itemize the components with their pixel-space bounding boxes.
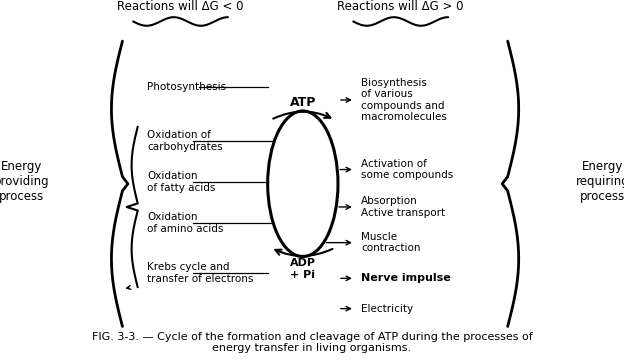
Text: Activation of
some compounds: Activation of some compounds: [361, 159, 453, 180]
Text: ADP
+ Pi: ADP + Pi: [290, 258, 316, 280]
Text: ATP: ATP: [290, 96, 316, 109]
Text: Electricity: Electricity: [361, 304, 413, 314]
Text: Oxidation
of amino acids: Oxidation of amino acids: [147, 212, 223, 234]
Text: Krebs cycle and
transfer of electrons: Krebs cycle and transfer of electrons: [147, 262, 253, 284]
Text: Energy
requiring
process: Energy requiring process: [575, 161, 624, 203]
Text: Biosynthesis
of various
compounds and
macromolecules: Biosynthesis of various compounds and ma…: [361, 78, 447, 122]
Text: Reactions will ΔG > 0: Reactions will ΔG > 0: [338, 0, 464, 12]
Text: Reactions will ΔG < 0: Reactions will ΔG < 0: [117, 0, 244, 12]
Text: Oxidation of
carbohydrates: Oxidation of carbohydrates: [147, 130, 223, 152]
Text: Nerve impulse: Nerve impulse: [361, 273, 451, 283]
Text: Oxidation
of fatty acids: Oxidation of fatty acids: [147, 171, 215, 193]
Text: Energy
providing
process: Energy providing process: [0, 161, 49, 203]
Text: Muscle
contraction: Muscle contraction: [361, 232, 421, 253]
Text: Photosynthesis: Photosynthesis: [147, 83, 226, 92]
Text: FIG. 3-3. — Cycle of the formation and cleavage of ATP during the processes of
e: FIG. 3-3. — Cycle of the formation and c…: [92, 332, 532, 353]
Text: Absorption
Active transport: Absorption Active transport: [361, 196, 445, 218]
